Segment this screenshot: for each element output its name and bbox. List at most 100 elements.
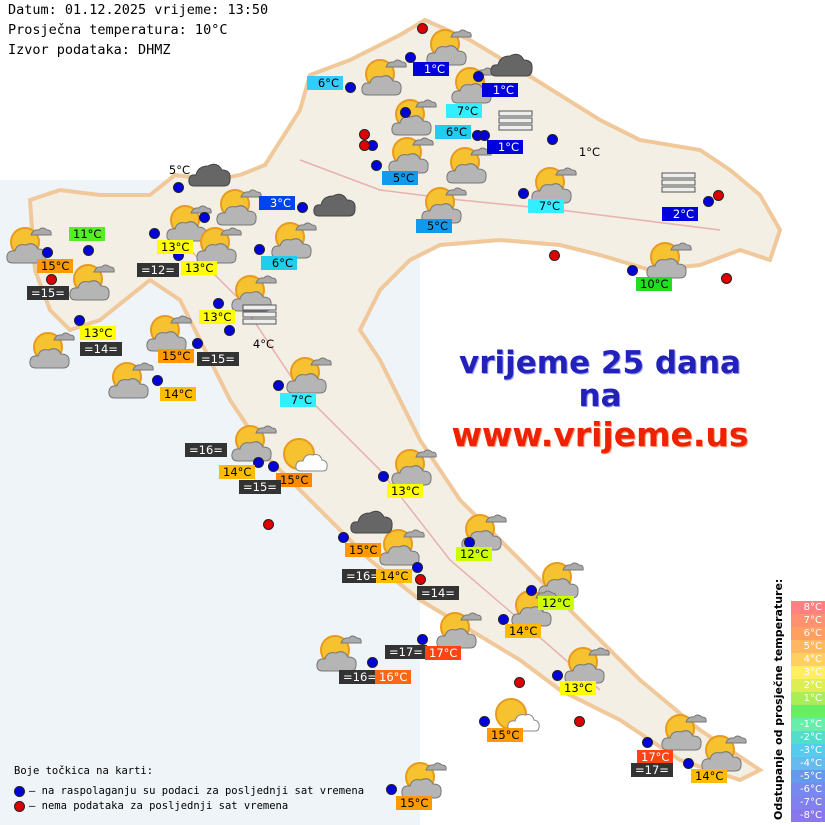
banner-line-1[interactable]: vrijeme 25 dana — [459, 345, 741, 381]
sun-cloud-icon — [387, 135, 435, 179]
station-dot-available[interactable] — [417, 634, 428, 645]
temperature-deviation-scale: 8°C 7°C 6°C 5°C 4°C 3°C 2°C 1°C -1°C -2°C -3°C -4°C… — [791, 601, 825, 822]
air-temperature-label: 7°C — [446, 104, 482, 118]
air-temperature-label: 13°C — [199, 310, 236, 324]
station-dot-available[interactable] — [74, 315, 85, 326]
sea-temperature-label: =16= — [185, 443, 227, 457]
air-temperature-label: 15°C — [487, 728, 524, 742]
air-temperature-label: 14°C — [505, 624, 542, 638]
scale-step: -8°C — [791, 809, 825, 822]
station-dot-available[interactable] — [703, 196, 714, 207]
station-dot-available[interactable] — [642, 737, 653, 748]
station-dot-unavailable[interactable] — [263, 519, 274, 530]
scale-step: 5°C — [791, 640, 825, 653]
air-temperature-label: 6°C — [261, 256, 297, 270]
sun-cloud-icon — [660, 712, 708, 756]
station-dot-available[interactable] — [83, 245, 94, 256]
air-temperature-label: 1°C — [413, 62, 449, 76]
station-dot-unavailable[interactable] — [359, 140, 370, 151]
sun-cloud-icon — [700, 733, 748, 777]
station-dot-available[interactable] — [518, 188, 529, 199]
sea-temperature-label: =17= — [631, 763, 673, 777]
station-dot-available[interactable] — [378, 471, 389, 482]
station-dot-unavailable[interactable] — [574, 716, 585, 727]
dot-legend-available: – na raspolaganju su podaci za posljednj… — [14, 785, 364, 797]
station-dot-unavailable[interactable] — [713, 190, 724, 201]
station-dot-available[interactable] — [526, 585, 537, 596]
station-dot-available[interactable] — [42, 247, 53, 258]
station-dot-available[interactable] — [400, 107, 411, 118]
station-dot-available[interactable] — [479, 716, 490, 727]
air-temperature-label: 17°C — [425, 646, 462, 660]
station-dot-unavailable[interactable] — [359, 129, 370, 140]
scale-step: -7°C — [791, 796, 825, 809]
station-dot-unavailable[interactable] — [549, 250, 560, 261]
station-dot-available[interactable] — [213, 298, 224, 309]
station-dot-available[interactable] — [297, 202, 308, 213]
banner-line-2[interactable]: na — [578, 378, 622, 414]
air-temperature-label: 15°C — [37, 259, 74, 273]
station-dot-available[interactable] — [253, 457, 264, 468]
station-dot-unavailable[interactable] — [417, 23, 428, 34]
station-dot-available[interactable] — [173, 182, 184, 193]
scale-step: 8°C — [791, 601, 825, 614]
sea-temperature-label: =16= — [339, 670, 381, 684]
sun-cloud-icon — [445, 145, 493, 189]
station-dot-available[interactable] — [268, 461, 279, 472]
sun-cloud-icon — [5, 225, 53, 269]
sea-temperature-label: =17= — [385, 645, 427, 659]
dark-cloud-icon — [313, 190, 357, 222]
sun-cloud-icon — [215, 187, 263, 231]
average-temperature-line: Prosječna temperatura: 10°C — [8, 22, 228, 38]
dark-cloud-icon — [490, 50, 534, 82]
sun-cloud-icon — [360, 57, 408, 101]
station-dot-available[interactable] — [386, 784, 397, 795]
scale-step: -4°C — [791, 757, 825, 770]
banner-website-link[interactable]: www.vrijeme.us — [451, 415, 749, 454]
air-temperature-label: 13°C — [560, 681, 597, 695]
air-temperature-label: 7°C — [280, 393, 316, 407]
dot-legend-unavailable-text: – nema podataka za posljednji sat vremen… — [29, 800, 289, 812]
station-dot-available[interactable] — [552, 670, 563, 681]
sun-cloud-icon — [285, 355, 333, 399]
station-dot-available[interactable] — [547, 134, 558, 145]
station-dot-available[interactable] — [405, 52, 416, 63]
scale-step: 3°C — [791, 666, 825, 679]
air-temperature-label: 13°C — [80, 326, 117, 340]
station-dot-available[interactable] — [199, 212, 210, 223]
station-dot-unavailable[interactable] — [415, 574, 426, 585]
station-dot-available[interactable] — [683, 758, 694, 769]
station-dot-unavailable[interactable] — [46, 274, 57, 285]
station-dot-available[interactable] — [192, 338, 203, 349]
scale-title: Odstupanje od prosječne temperature: — [772, 578, 785, 820]
sun-cloud-icon — [400, 760, 448, 804]
station-dot-available[interactable] — [367, 657, 378, 668]
air-temperature-label: 1°C — [487, 140, 523, 154]
air-temperature-label: 11°C — [69, 227, 106, 241]
station-dot-available[interactable] — [254, 244, 265, 255]
station-dot-unavailable[interactable] — [721, 273, 732, 284]
station-dot-available[interactable] — [273, 380, 284, 391]
dark-cloud-icon — [188, 160, 232, 192]
station-dot-available[interactable] — [498, 614, 509, 625]
red-dot-icon — [14, 800, 25, 812]
air-temperature-label: 7°C — [528, 199, 564, 213]
air-temperature-label: 15°C — [345, 543, 382, 557]
station-dot-available[interactable] — [627, 265, 638, 276]
scale-step: 1°C — [791, 692, 825, 705]
station-dot-available[interactable] — [224, 325, 235, 336]
station-dot-available[interactable] — [412, 562, 423, 573]
station-dot-available[interactable] — [152, 375, 163, 386]
station-dot-available[interactable] — [149, 228, 160, 239]
station-dot-available[interactable] — [345, 82, 356, 93]
scale-step: -1°C — [791, 718, 825, 731]
station-dot-available[interactable] — [371, 160, 382, 171]
air-temperature-label: 10°C — [636, 277, 673, 291]
station-dot-available[interactable] — [338, 532, 349, 543]
sea-temperature-label: =14= — [417, 586, 459, 600]
station-dot-available[interactable] — [479, 130, 490, 141]
station-dot-available[interactable] — [473, 71, 484, 82]
air-temperature-label: 1°C — [482, 83, 518, 97]
station-dot-unavailable[interactable] — [514, 677, 525, 688]
